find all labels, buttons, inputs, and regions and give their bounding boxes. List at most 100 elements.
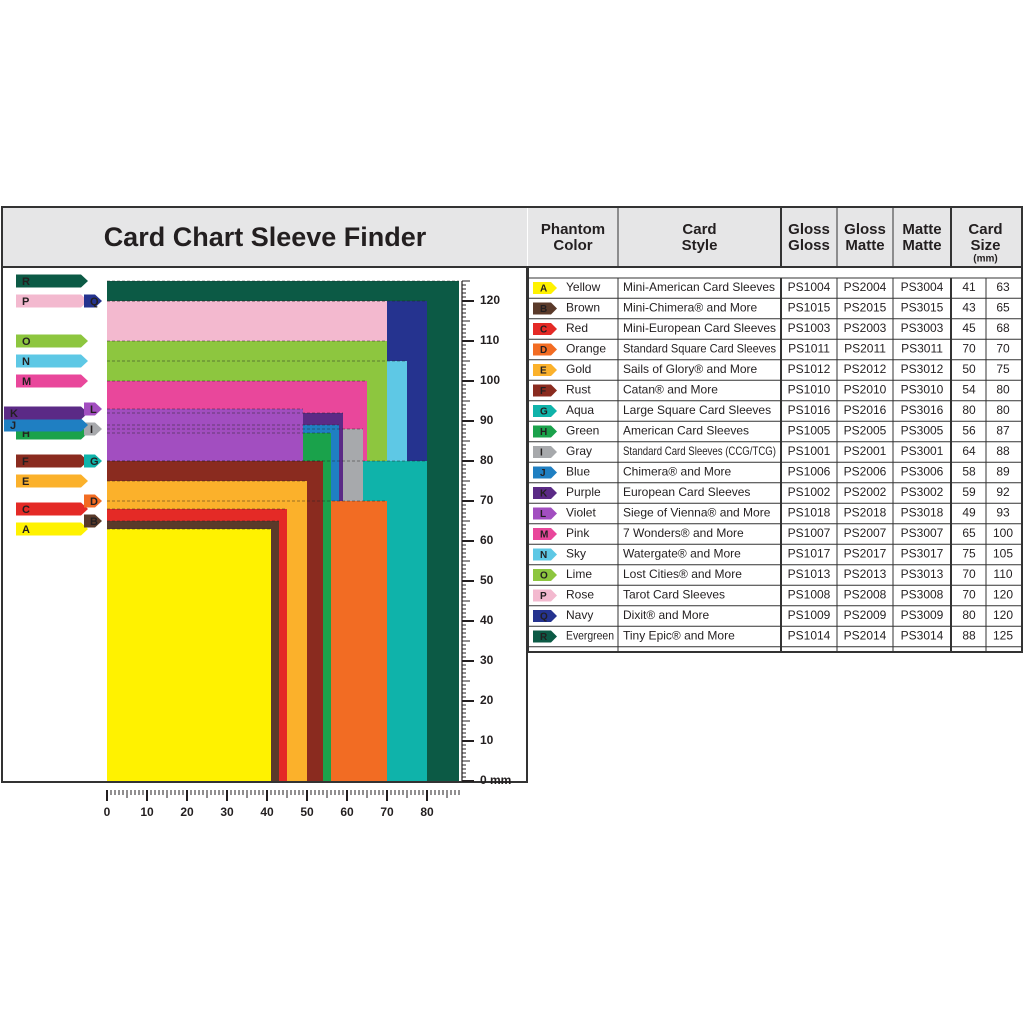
product-code: PS3014	[901, 629, 944, 643]
column-header: Phantom	[541, 221, 605, 238]
card-width: 58	[962, 465, 976, 479]
size-tag	[16, 274, 88, 288]
color-name: Lime	[566, 567, 592, 581]
product-code: PS1007	[788, 526, 831, 540]
color-badge	[533, 425, 557, 438]
card-style: Lost Cities® and More	[623, 567, 742, 581]
column-header: Gloss	[844, 221, 886, 238]
card-style: Watergate® and More	[623, 547, 741, 561]
column-header: Card	[682, 221, 716, 238]
card-width: 49	[962, 506, 976, 520]
size-tag-letter: C	[22, 504, 30, 516]
color-badge	[533, 323, 557, 335]
product-code: PS1008	[788, 588, 831, 602]
product-code: PS1017	[788, 547, 831, 561]
size-tag-letter: L	[90, 404, 97, 416]
badge-letter: M	[540, 530, 548, 541]
badge-letter: A	[540, 284, 547, 295]
product-code: PS3015	[901, 301, 944, 315]
product-code: PS3009	[901, 608, 944, 622]
product-code: PS1002	[788, 485, 831, 499]
card-height: 75	[996, 362, 1010, 376]
color-badge	[533, 282, 557, 294]
card-style: 7 Wonders® and More	[623, 526, 744, 540]
color-name: Evergreen	[566, 629, 614, 643]
card-height: 93	[996, 506, 1010, 520]
badge-letter: J	[540, 468, 546, 479]
product-code: PS3004	[901, 280, 944, 294]
size-tag	[84, 422, 102, 436]
color-badge	[533, 610, 557, 622]
product-code: PS3002	[901, 485, 944, 499]
color-badge	[533, 343, 557, 356]
badge-letter: G	[540, 407, 548, 418]
card-style: Large Square Card Sleeves	[623, 403, 771, 417]
color-badge	[533, 302, 557, 315]
card-height: 110	[993, 567, 1012, 581]
color-name: Orange	[566, 342, 606, 356]
card-width: 88	[962, 629, 976, 643]
card-width: 70	[962, 342, 976, 356]
column-header: Card	[968, 221, 1002, 238]
y-tick-label: 120	[480, 293, 500, 307]
product-code: PS1010	[788, 383, 831, 397]
card-height: 65	[996, 301, 1010, 315]
color-name: Yellow	[566, 280, 601, 294]
product-code: PS2011	[844, 342, 886, 356]
product-code: PS2014	[844, 629, 887, 643]
size-tag	[16, 454, 88, 468]
y-tick-label: 90	[480, 413, 494, 427]
x-tick-label: 30	[220, 805, 234, 819]
card-height: 92	[996, 485, 1010, 499]
size-tag-letter: A	[22, 524, 30, 536]
product-code: PS1016	[788, 403, 831, 417]
table: PhantomColorCardStyleGlossGlossGlossMatt…	[528, 207, 1022, 652]
product-code: PS2010	[844, 383, 887, 397]
y-tick-label: 80	[480, 453, 494, 467]
color-badge	[533, 466, 557, 479]
color-badge	[533, 589, 557, 602]
y-tick-label: 100	[480, 373, 500, 387]
color-name: Rust	[566, 383, 591, 397]
table-header-bar	[528, 207, 1022, 267]
size-tag	[84, 294, 102, 308]
product-code: PS3005	[901, 424, 944, 438]
x-tick-label: 60	[340, 805, 354, 819]
y-tick-label: 20	[480, 693, 494, 707]
color-name: Gray	[566, 444, 592, 458]
size-tag	[16, 502, 88, 516]
product-code: PS3008	[901, 588, 944, 602]
card-style: Dixit® and More	[623, 608, 710, 622]
color-badge	[533, 507, 557, 520]
x-tick-label: 20	[180, 805, 194, 819]
chart-area: 0 mm 10 20 30 40 50 60 70 80 90 100 110 120 0 10 20 30 40…	[4, 274, 511, 819]
product-code: PS2018	[844, 506, 887, 520]
size-tag-letter: P	[22, 296, 29, 308]
product-code: PS3016	[901, 403, 944, 417]
card-style: American Card Sleeves	[623, 424, 749, 438]
y-tick-label: 60	[480, 533, 494, 547]
color-name: Aqua	[566, 403, 594, 417]
y-tick-label: 110	[480, 333, 500, 347]
card-width: 56	[962, 424, 976, 438]
size-tag-letter: O	[22, 336, 31, 348]
color-name: Navy	[566, 608, 593, 622]
size-tag-letter: D	[90, 496, 98, 508]
card-height: 80	[996, 383, 1010, 397]
column-header: Matte	[902, 237, 941, 254]
size-tag	[16, 294, 88, 308]
x-tick-label: 80	[420, 805, 434, 819]
size-tag-letter: Q	[90, 296, 99, 308]
card-style: Chimera® and More	[623, 465, 732, 479]
product-code: PS1011	[788, 342, 830, 356]
color-badge	[533, 548, 557, 561]
product-code: PS3013	[901, 567, 944, 581]
x-tick-label: 10	[140, 805, 154, 819]
table-border	[527, 266, 1023, 653]
y-tick-label: 70	[480, 493, 494, 507]
card-style: Mini-European Card Sleeves	[623, 321, 776, 335]
y-tick-label: 0 mm	[480, 773, 511, 787]
product-code: PS2006	[844, 465, 887, 479]
product-code: PS3017	[901, 547, 944, 561]
color-name: Green	[566, 424, 599, 438]
